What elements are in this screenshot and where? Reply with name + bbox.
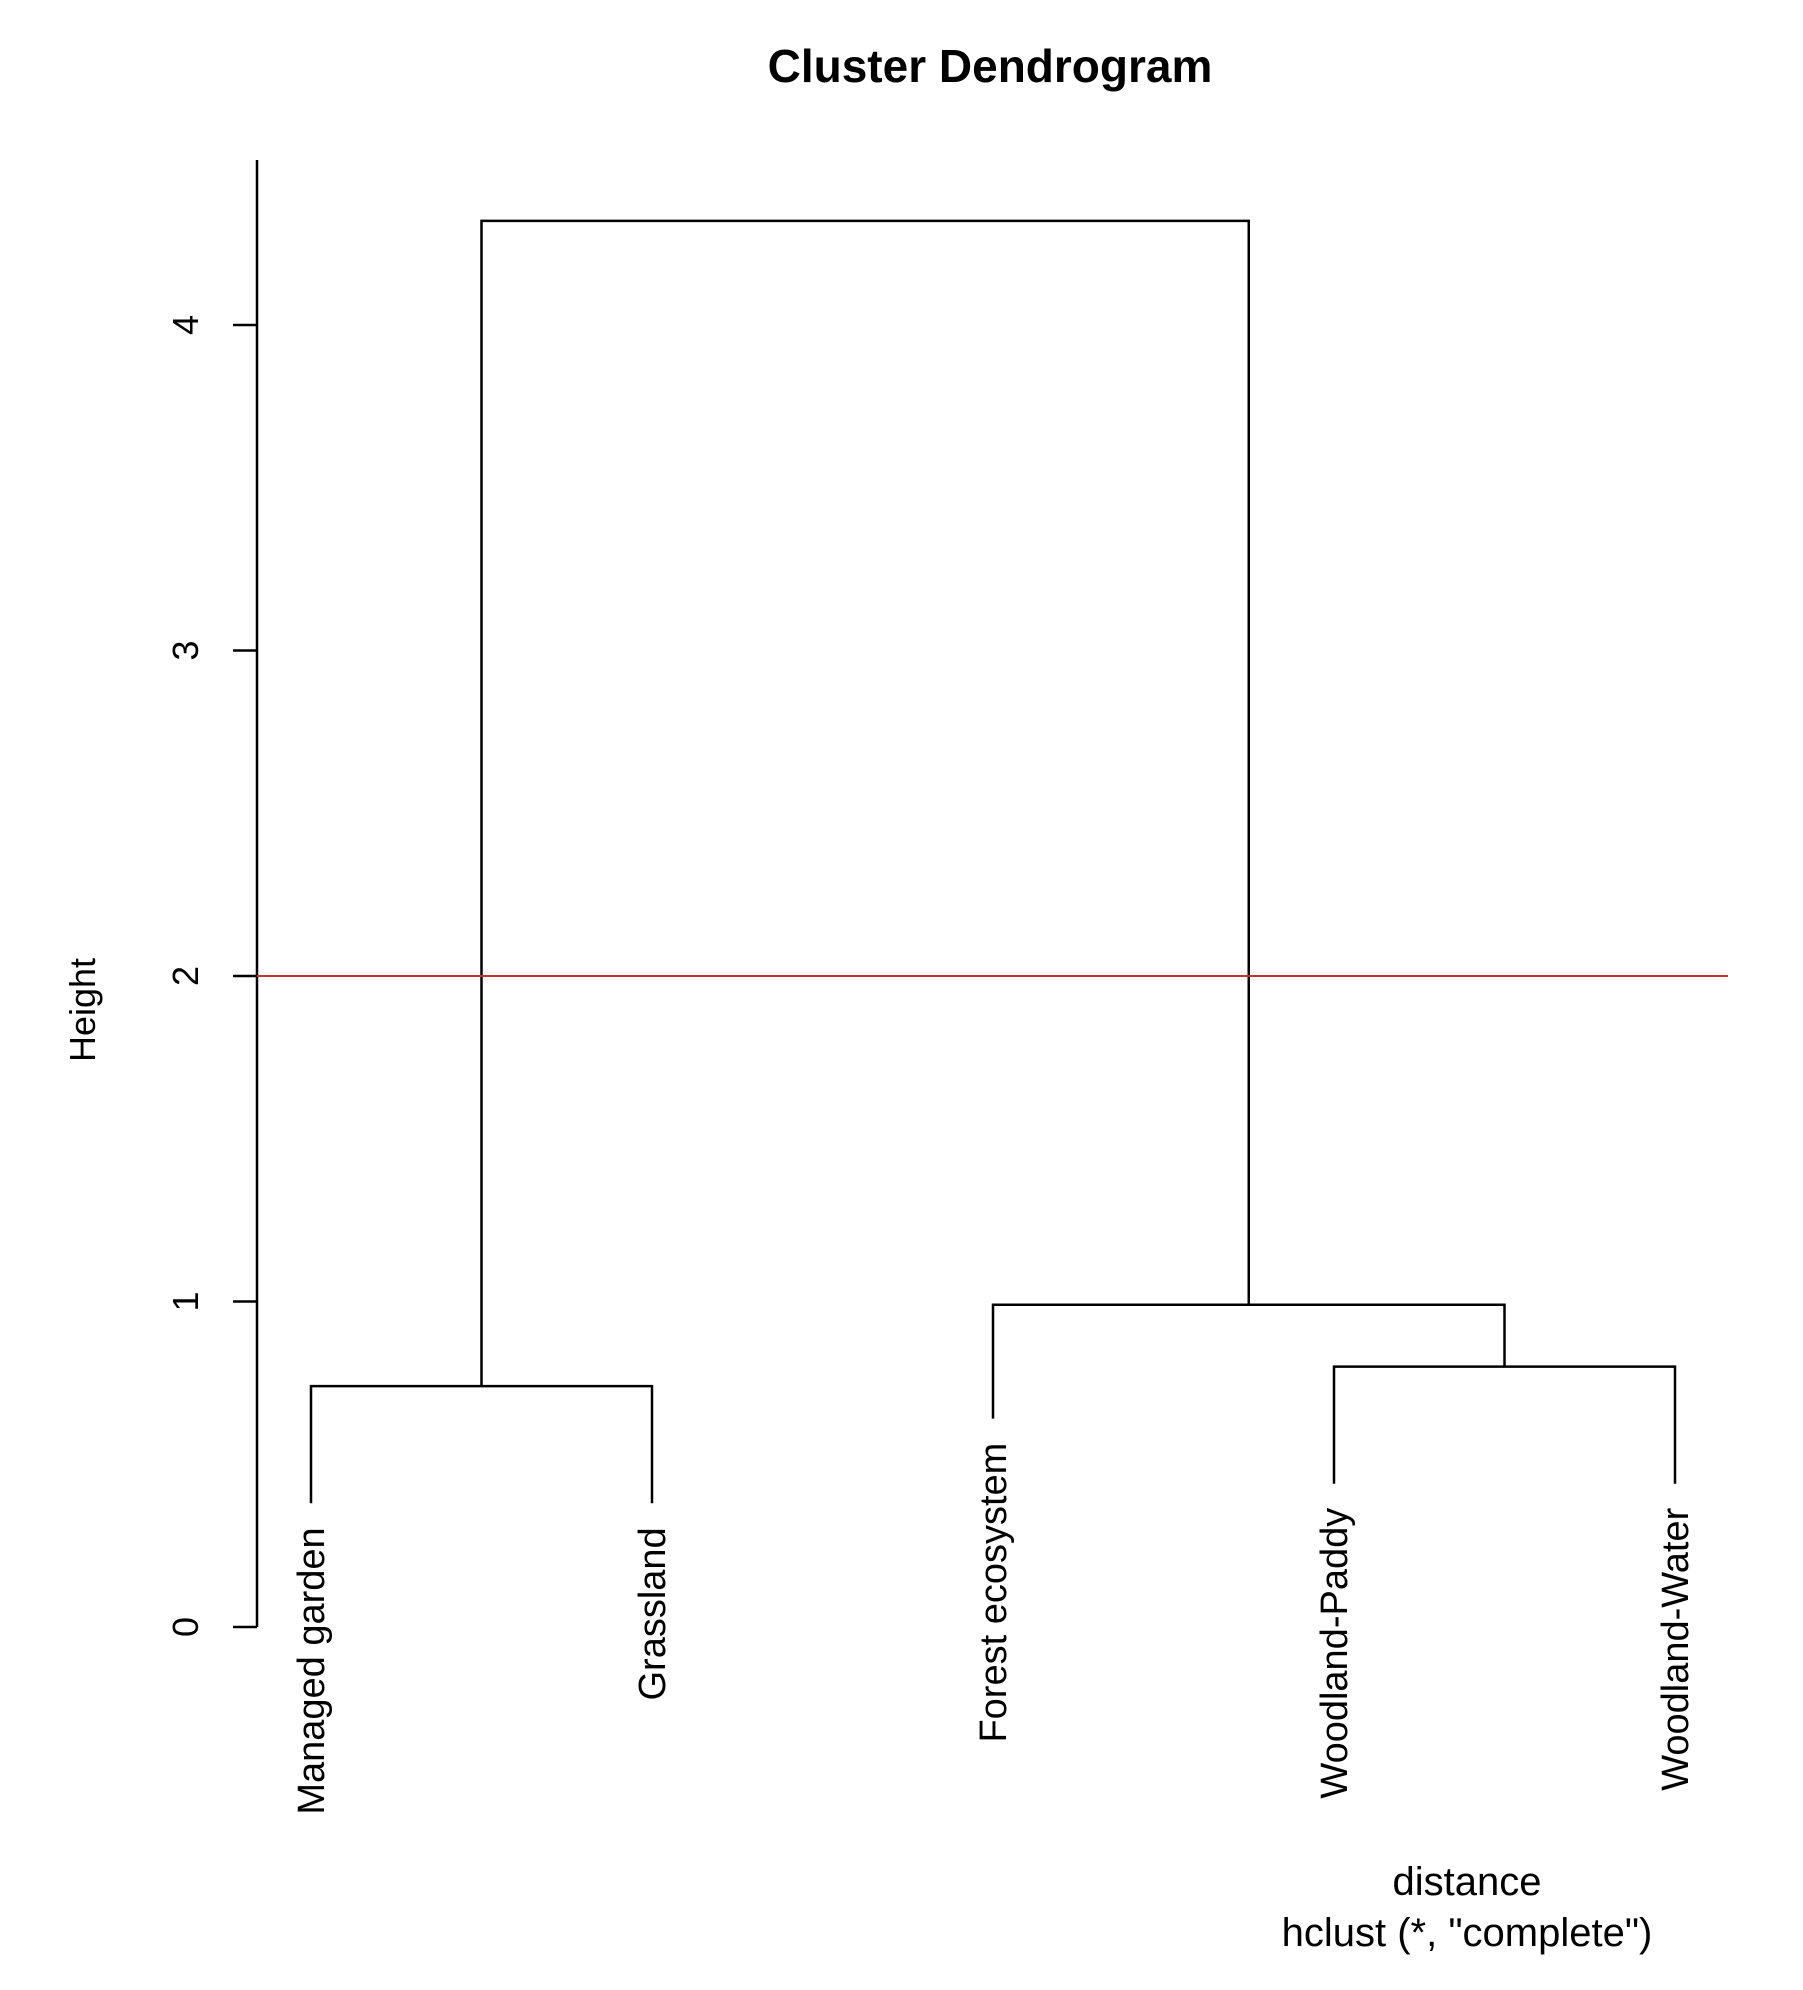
method-subtitle: hclust (*, "complete"): [1282, 1911, 1653, 1955]
x-axis-label: distance: [1393, 1860, 1542, 1904]
dendrogram-merge-2: [991, 1303, 1506, 1419]
leaf-label-4: Woodland-Water: [1655, 1507, 1697, 1790]
y-tick-label-1: 1: [165, 1291, 206, 1311]
y-tick-label-2: 2: [165, 966, 206, 986]
dendrogram-branches: [309, 219, 1677, 1504]
leaf-label-1: Grassland: [632, 1527, 674, 1700]
y-tick-label-4: 4: [165, 315, 206, 335]
dendrogram-merge-3: [480, 219, 1250, 1387]
y-tick-label-0: 0: [165, 1617, 206, 1637]
dendrogram-merge-0: [1332, 1365, 1677, 1484]
leaf-label-0: Managed garden: [291, 1527, 333, 1814]
leaf-label-3: Woodland-Paddy: [1314, 1508, 1356, 1799]
chart-title: Cluster Dendrogram: [768, 40, 1213, 92]
dendrogram-merge-1: [309, 1384, 654, 1504]
y-axis-label: Height: [62, 958, 103, 1062]
y-axis-ticks: 0 1 2 3 4: [165, 315, 257, 1637]
leaf-labels: Managed garden Grassland Forest ecosystem W…: [291, 1443, 1697, 1815]
leaf-label-2: Forest ecosystem: [973, 1443, 1015, 1743]
y-tick-label-3: 3: [165, 640, 206, 660]
